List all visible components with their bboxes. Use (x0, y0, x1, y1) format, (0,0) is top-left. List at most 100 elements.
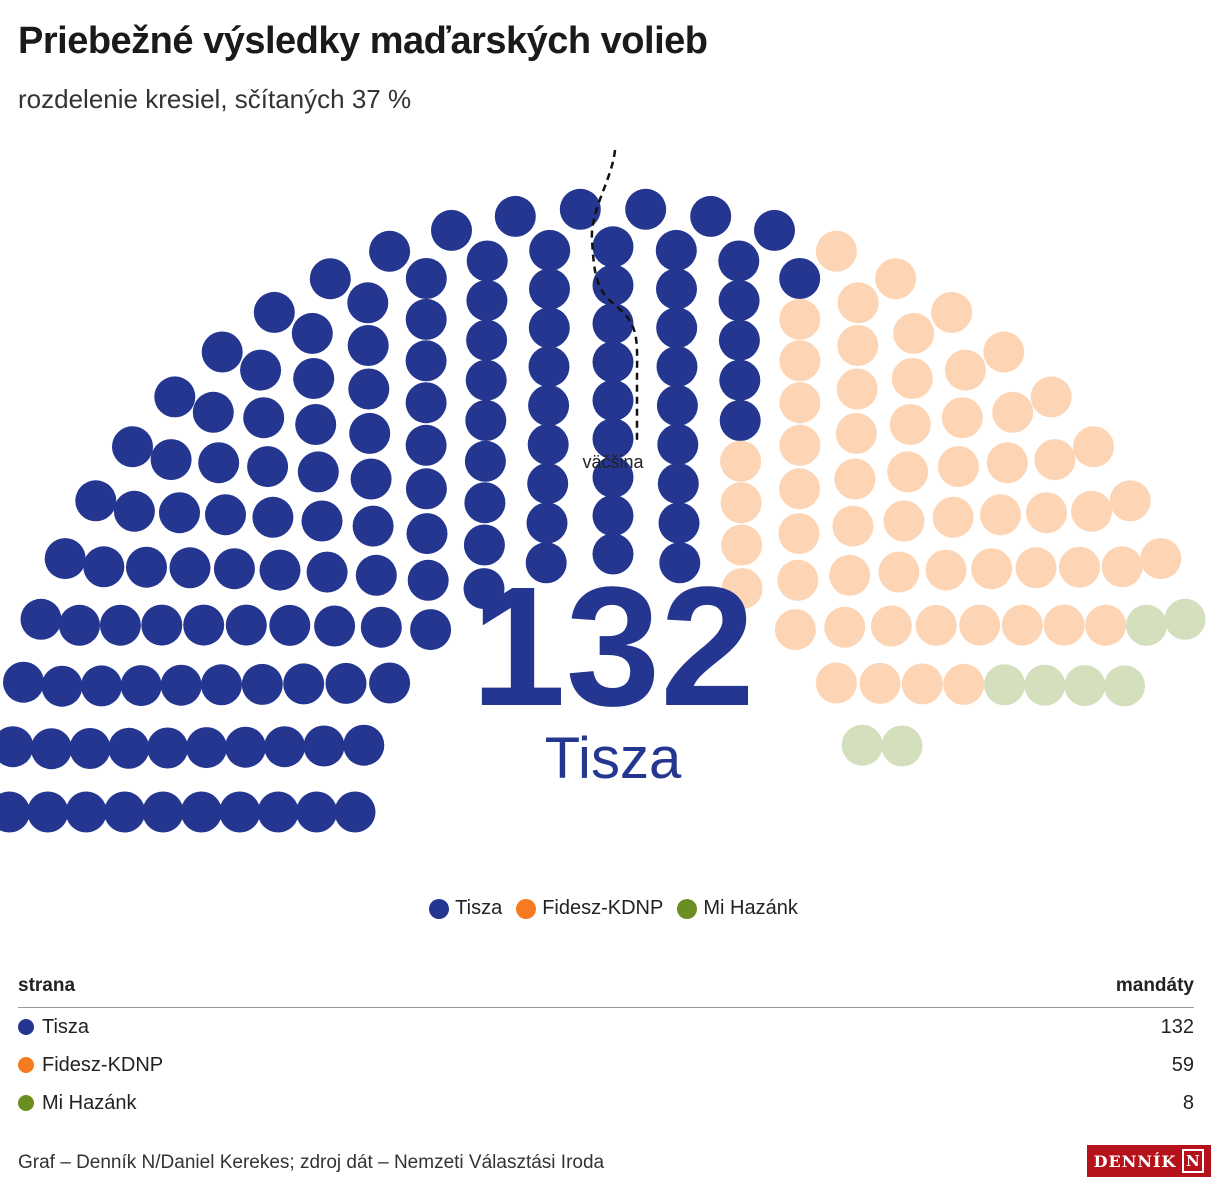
seat-tisza (529, 268, 570, 310)
seat-tisza (257, 791, 299, 833)
seat-tisza (150, 439, 192, 481)
seat-fidesz-kdnp (1043, 604, 1085, 646)
seat-fidesz-kdnp (1015, 547, 1057, 589)
seat-tisza (526, 502, 568, 544)
seat-tisza (259, 549, 301, 591)
seat-fidesz-kdnp (931, 291, 973, 333)
seat-tisza (269, 604, 311, 646)
seat-fidesz-kdnp (980, 494, 1021, 536)
parliament-chart: väčšina 132 Tisza (0, 149, 1206, 833)
legend-item-fidesz: Fidesz-KDNP (516, 897, 663, 920)
seat-fidesz-kdnp (937, 446, 979, 488)
seat-tisza (297, 451, 339, 493)
seat-fidesz-kdnp (1026, 492, 1067, 534)
dennik-n-logo: DENNÍK N (1087, 1145, 1211, 1177)
seat-tisza (466, 280, 508, 321)
seat-fidesz-kdnp (837, 282, 879, 324)
seat-tisza (283, 663, 325, 705)
seat-fidesz-kdnp (986, 442, 1028, 484)
seat-tisza (559, 188, 601, 230)
seat-tisza (81, 665, 122, 707)
seat-fidesz-kdnp (887, 451, 929, 493)
results-table: strana mandáty Tisza 132 Fidesz-KDNP 59 … (18, 975, 1194, 1122)
seat-tisza (347, 282, 389, 324)
seat-fidesz-kdnp (941, 397, 983, 439)
seat-tisza (464, 440, 506, 482)
seat-fidesz-kdnp (779, 468, 821, 510)
seat-tisza (465, 359, 507, 401)
seat-tisza (291, 312, 333, 354)
seat-tisza (465, 400, 507, 441)
seat-fidesz-kdnp (925, 549, 967, 591)
seat-tisza (718, 280, 760, 321)
seat-tisza (225, 604, 267, 646)
seat-tisza (243, 397, 285, 439)
seat-tisza (405, 424, 447, 466)
seat-fidesz-kdnp (901, 663, 943, 705)
seat-tisza (405, 340, 447, 382)
seat-tisza (44, 538, 86, 580)
seat-fidesz-kdnp (983, 331, 1025, 373)
legend-item-tisza: Tisza (429, 897, 502, 920)
table-row: Tisza 132 (18, 1008, 1194, 1046)
seat-tisza (592, 456, 634, 498)
seat-tisza (592, 418, 634, 460)
row-party-tisza: Tisza (42, 1015, 90, 1038)
seat-tisza (247, 446, 289, 488)
row-dot-tisza (18, 1019, 34, 1035)
seat-tisza (410, 609, 452, 651)
seat-tisza (350, 458, 392, 500)
seat-fidesz-kdnp (835, 412, 877, 454)
seat-tisza (154, 376, 196, 418)
seat-tisza (59, 604, 100, 646)
seat-tisza (120, 665, 162, 707)
center-label: Tisza (545, 726, 682, 791)
seat-tisza (0, 726, 34, 768)
seat-fidesz-kdnp (889, 404, 931, 445)
table-header: strana mandáty (18, 975, 1194, 1008)
seat-fidesz-kdnp (837, 325, 879, 366)
seat-fidesz-kdnp (992, 391, 1034, 433)
seat-tisza (369, 230, 411, 272)
seat-tisza (405, 258, 447, 299)
seat-fidesz-kdnp (720, 440, 762, 482)
seat-tisza (659, 542, 701, 584)
seat-mi-haz-nk (841, 724, 883, 766)
seat-fidesz-kdnp (870, 605, 912, 647)
seat-tisza (198, 442, 240, 484)
seat-tisza (527, 424, 569, 465)
seat-fidesz-kdnp (778, 513, 820, 555)
seat-tisza (464, 482, 506, 524)
seat-fidesz-kdnp (1034, 439, 1076, 481)
seat-tisza (718, 240, 760, 282)
seat-tisza (99, 604, 141, 646)
seat-tisza (405, 298, 447, 340)
seat-tisza (113, 490, 155, 532)
seat-fidesz-kdnp (1101, 546, 1143, 588)
seat-tisza (656, 307, 698, 349)
seat-tisza (301, 500, 343, 542)
seat-tisza (159, 492, 200, 534)
seat-fidesz-kdnp (836, 368, 878, 410)
seat-fidesz-kdnp (891, 358, 933, 399)
seat-fidesz-kdnp (944, 349, 986, 391)
seat-fidesz-kdnp (943, 663, 985, 705)
seat-fidesz-kdnp (720, 482, 762, 524)
seat-tisza (369, 662, 411, 704)
seat-tisza (30, 728, 72, 770)
seat-tisza (306, 551, 348, 593)
table-row: Mi Hazánk 8 (18, 1084, 1194, 1122)
seat-tisza (779, 258, 821, 299)
seat-mi-haz-nk (1104, 665, 1145, 707)
seat-tisza (405, 468, 447, 510)
seat-fidesz-kdnp (1071, 490, 1113, 532)
seats-group (0, 188, 1206, 833)
seat-fidesz-kdnp (779, 340, 821, 382)
seat-tisza (347, 325, 389, 366)
legend-label-mi-hazank: Mi Hazánk (703, 897, 798, 919)
seat-tisza (253, 291, 295, 333)
seat-tisza (754, 209, 795, 251)
seat-tisza (20, 598, 62, 640)
seat-tisza (69, 728, 111, 769)
seat-tisza (718, 319, 760, 361)
